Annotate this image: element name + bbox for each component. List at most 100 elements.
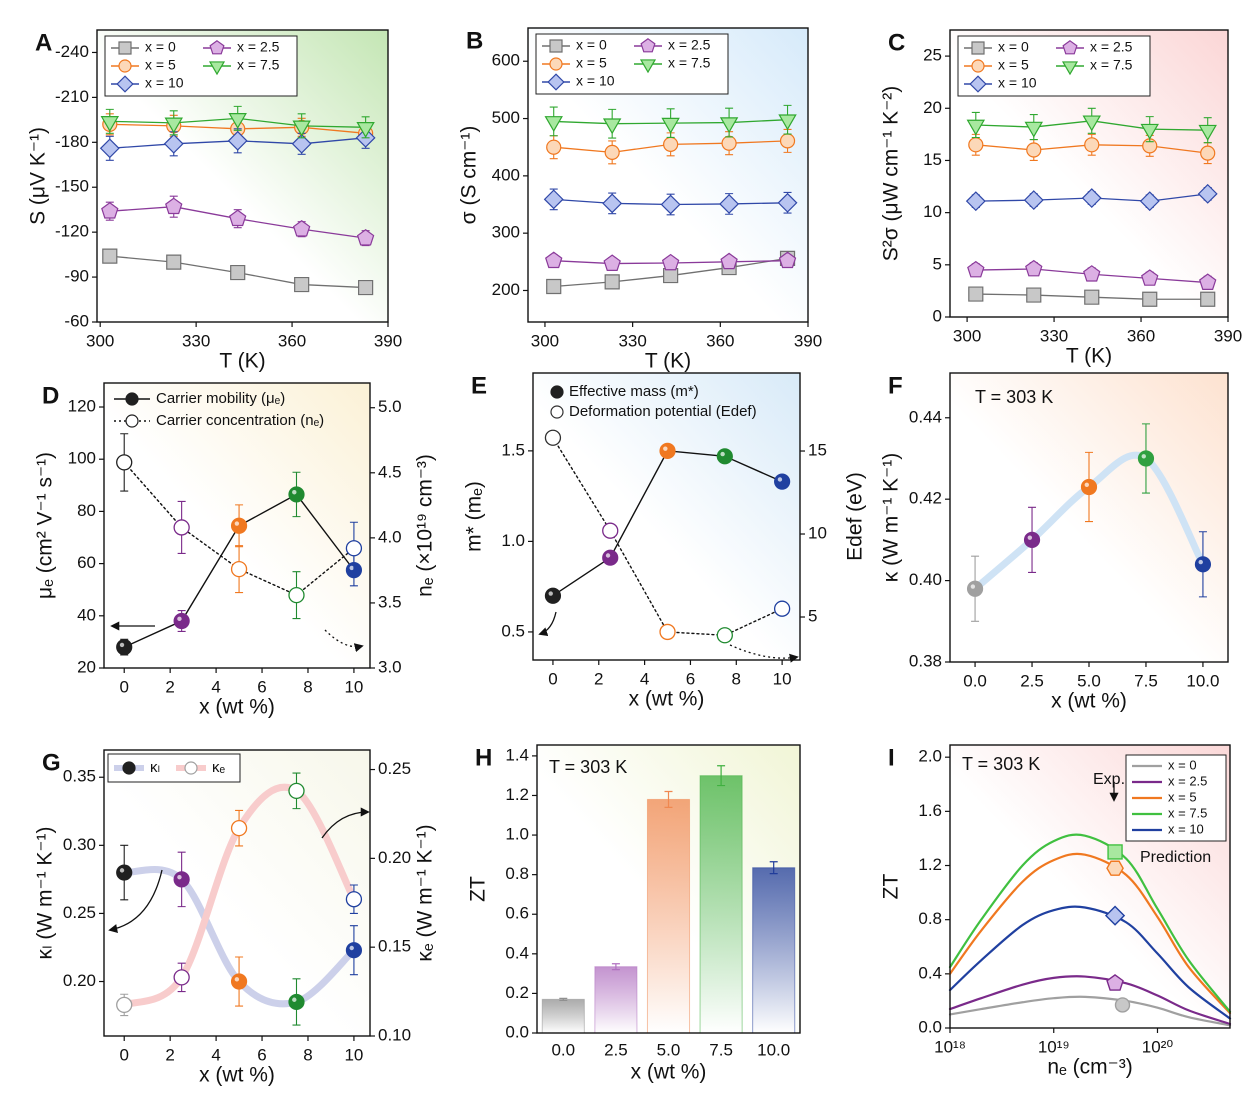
data-point [1137,450,1155,467]
legend-label: x = 2.5 [668,37,711,53]
error-bar [559,997,568,1001]
x-tick-label: 10¹⁹ [1038,1037,1070,1056]
x-tick-label: 0.0 [963,671,987,690]
legend-marker [550,405,564,419]
data-point [164,117,183,134]
x-tick-label: 390 [794,331,822,350]
arrow [321,807,370,839]
data-point [602,522,619,539]
y-tick-label: 25 [923,46,942,65]
point-highlight [119,868,125,873]
data-point [288,993,305,1010]
x-tick-label: 10.0 [1186,671,1219,690]
panel-letter: G [42,749,61,776]
data-point [230,264,246,281]
data-point [1080,478,1098,495]
legend-marker [1061,61,1079,76]
y-tick-label: -60 [64,311,89,330]
x-tick-label: 5.0 [657,1040,681,1059]
annotation: T = 303 K [962,754,1040,774]
annotation: Prediction [1140,849,1211,866]
data-point [778,114,797,131]
y-tick-label: 0.44 [909,407,942,426]
y-tick-label: 20 [923,98,942,117]
panel-letter: C [888,29,905,56]
data-point [546,139,562,155]
data-point [1200,145,1216,161]
y-tick-label: 10 [923,202,942,221]
x-tick-label: 5.0 [1077,671,1101,690]
data-point [230,973,248,990]
data-point [1024,121,1043,138]
legend-marker [118,41,132,55]
data-point [345,540,363,557]
data-point [1025,259,1043,277]
data-point [544,587,562,604]
data-point [1197,183,1218,204]
point-highlight [777,477,783,482]
y-tick-label: 1.4 [505,745,529,764]
data-point [1084,289,1100,305]
data-point [1106,860,1124,876]
x-tick-label: 2 [165,677,174,696]
legend-label: x = 7.5 [1090,57,1133,73]
data-point [720,252,738,270]
x-tick-label: 6 [257,677,266,696]
legend-label: x = 5 [145,57,176,73]
data-point [604,274,620,290]
legend-label: x = 0 [576,37,607,53]
plot-frame [532,372,801,661]
legend-label: Deformation potential (Edef) [569,403,757,420]
legend-marker [116,75,134,93]
legend-label: x = 10 [1168,821,1204,836]
y-axis-label: κₗ (W m⁻¹ K⁻¹) [34,827,57,960]
point-highlight [234,977,240,982]
legend-marker [184,761,198,775]
y-tick-label: 1.5 [501,440,525,459]
data-point [294,276,310,293]
legend-label: κₑ [212,759,226,776]
data-point [1023,190,1044,211]
bar [541,998,585,1034]
y2-tick-label: 5.0 [378,397,402,416]
y-tick-label: 300 [492,223,520,242]
legend-label: Carrier mobility (μₑ) [156,390,285,407]
legend-label: x = 7.5 [237,57,280,73]
legend-marker [118,59,132,73]
y-tick-label: 500 [492,108,520,127]
data-point [102,248,118,264]
data-point [774,473,791,490]
data-point [1106,974,1124,991]
data-point [230,517,248,534]
x-tick-label: 300 [953,326,981,345]
legend-label: x = 10 [998,75,1037,91]
annotation: T = 303 K [549,757,627,777]
data-point [116,996,133,1013]
data-point [779,133,796,149]
point-highlight [970,584,976,589]
legend-marker [639,59,657,74]
y-tick-label: 40 [77,605,96,624]
point-highlight [548,591,553,596]
y2-tick-label: 0.20 [378,848,411,867]
data-point [1142,291,1158,307]
data-point [660,194,681,215]
x-axis-label: x (wt %) [1051,690,1127,713]
legend-label: x = 2.5 [1090,39,1133,55]
data-point [230,820,248,837]
y-tick-label: 0.0 [505,1022,529,1041]
data-point [101,202,119,219]
x-tick-label: 7.5 [709,1040,733,1059]
y-tick-label: 1.2 [918,855,942,874]
panel-letter: A [35,29,52,56]
data-point [778,251,797,269]
plot-frame [536,744,801,1034]
x-tick-label: 390 [374,331,402,350]
x-tick-label: 0.0 [551,1040,575,1059]
plot-frame [527,27,809,323]
plot-frame [96,29,389,323]
legend-marker [547,73,565,91]
y-tick-label: -120 [55,222,89,241]
y2-tick-label: 0.25 [378,759,411,778]
x-axis-label: T (K) [645,350,691,373]
